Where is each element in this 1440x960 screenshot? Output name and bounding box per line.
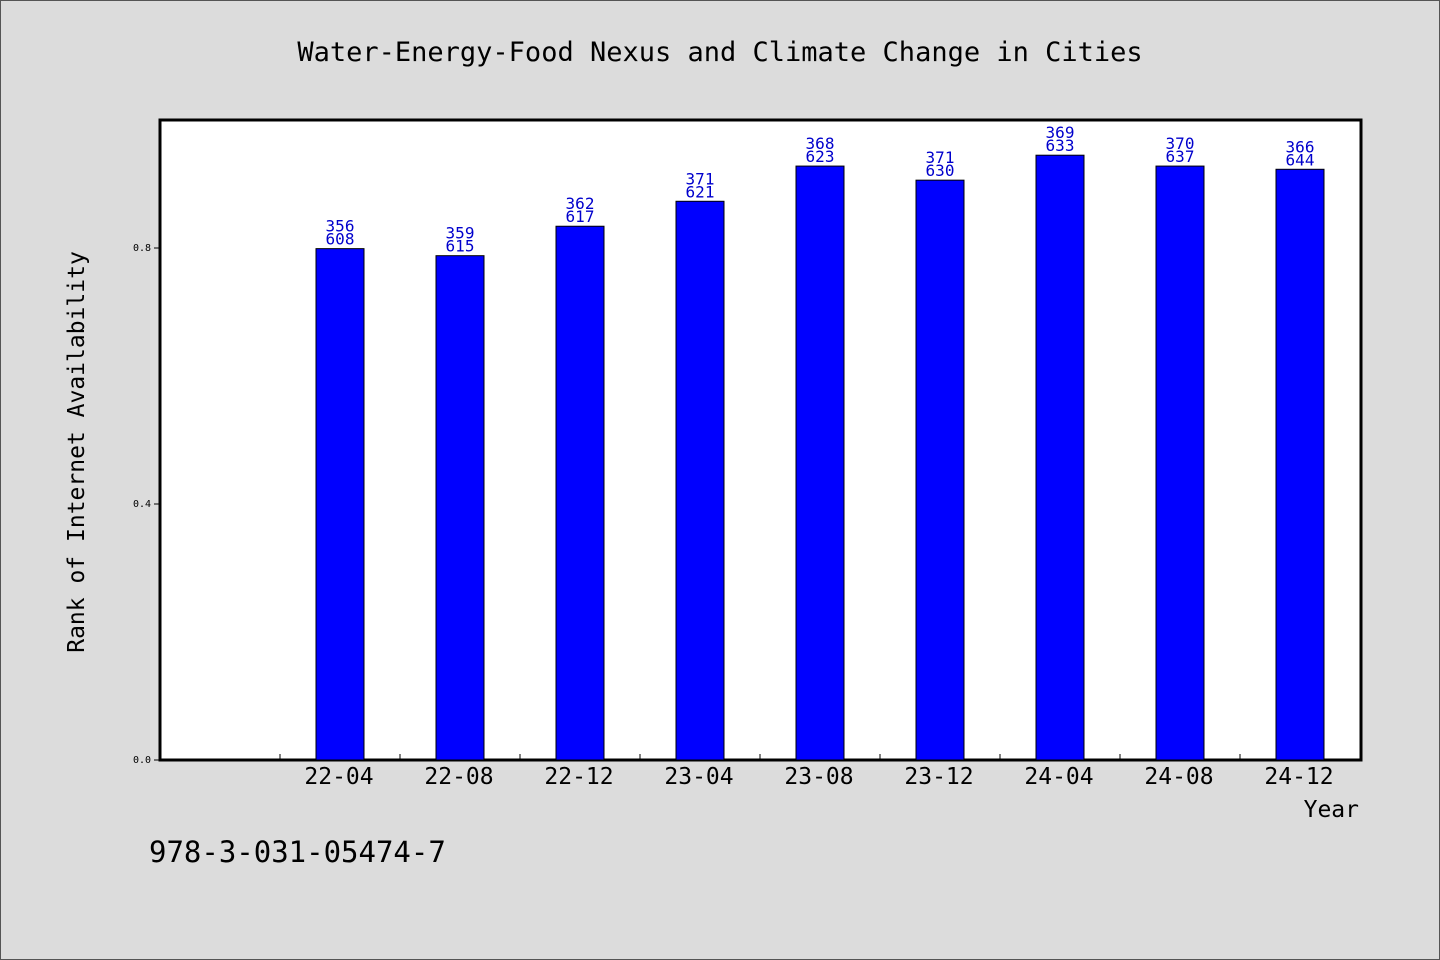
data-label-top: 362 [566, 194, 595, 213]
x-tick-label: 24-12 [1264, 764, 1333, 790]
x-tick-label: 22-12 [544, 764, 613, 790]
bar [555, 225, 605, 761]
data-label-top: 370 [1166, 134, 1195, 153]
data-label-bottom: 623 [806, 147, 835, 166]
y-tick-label: 0.4 [133, 499, 151, 510]
data-label-bottom: 633 [1046, 136, 1075, 155]
data-label-top: 368 [806, 134, 835, 153]
data-label-top: 371 [926, 148, 955, 167]
data-label-bottom: 617 [566, 207, 595, 226]
data-label-bottom: 621 [686, 182, 715, 201]
bar [1155, 165, 1205, 761]
data-label-bottom: 608 [326, 230, 355, 249]
x-tick-label: 23-08 [784, 764, 853, 790]
x-tick-label: 22-08 [424, 764, 493, 790]
y-axis-label: Rank of Internet Availability [64, 251, 90, 653]
data-label-top: 369 [1046, 123, 1075, 142]
bar [1035, 154, 1085, 761]
x-tick-label: 24-04 [1024, 764, 1093, 790]
data-label-top: 359 [446, 224, 475, 243]
data-label-bottom: 644 [1286, 150, 1315, 169]
y-tick-label: 0.8 [133, 243, 151, 254]
data-label-top: 371 [686, 169, 715, 188]
footer-isbn: 978-3-031-05474-7 [149, 835, 446, 869]
data-label-bottom: 637 [1166, 147, 1195, 166]
bar [795, 165, 845, 761]
bar [675, 200, 725, 761]
x-tick-label: 23-04 [664, 764, 733, 790]
data-label-top: 366 [1286, 137, 1315, 156]
data-label-bottom: 615 [446, 237, 475, 256]
bar [435, 255, 485, 761]
x-axis-label: Year [1304, 797, 1359, 823]
x-tick-label: 24-08 [1144, 764, 1213, 790]
chart-title: Water-Energy-Food Nexus and Climate Chan… [297, 37, 1142, 68]
bar [915, 179, 965, 761]
bar [315, 248, 365, 761]
data-label-top: 356 [326, 217, 355, 236]
data-label-bottom: 630 [926, 161, 955, 180]
x-tick-label: 22-04 [304, 764, 373, 790]
y-tick-label: 0.0 [133, 755, 151, 766]
bar [1275, 168, 1325, 761]
x-tick-label: 23-12 [904, 764, 973, 790]
